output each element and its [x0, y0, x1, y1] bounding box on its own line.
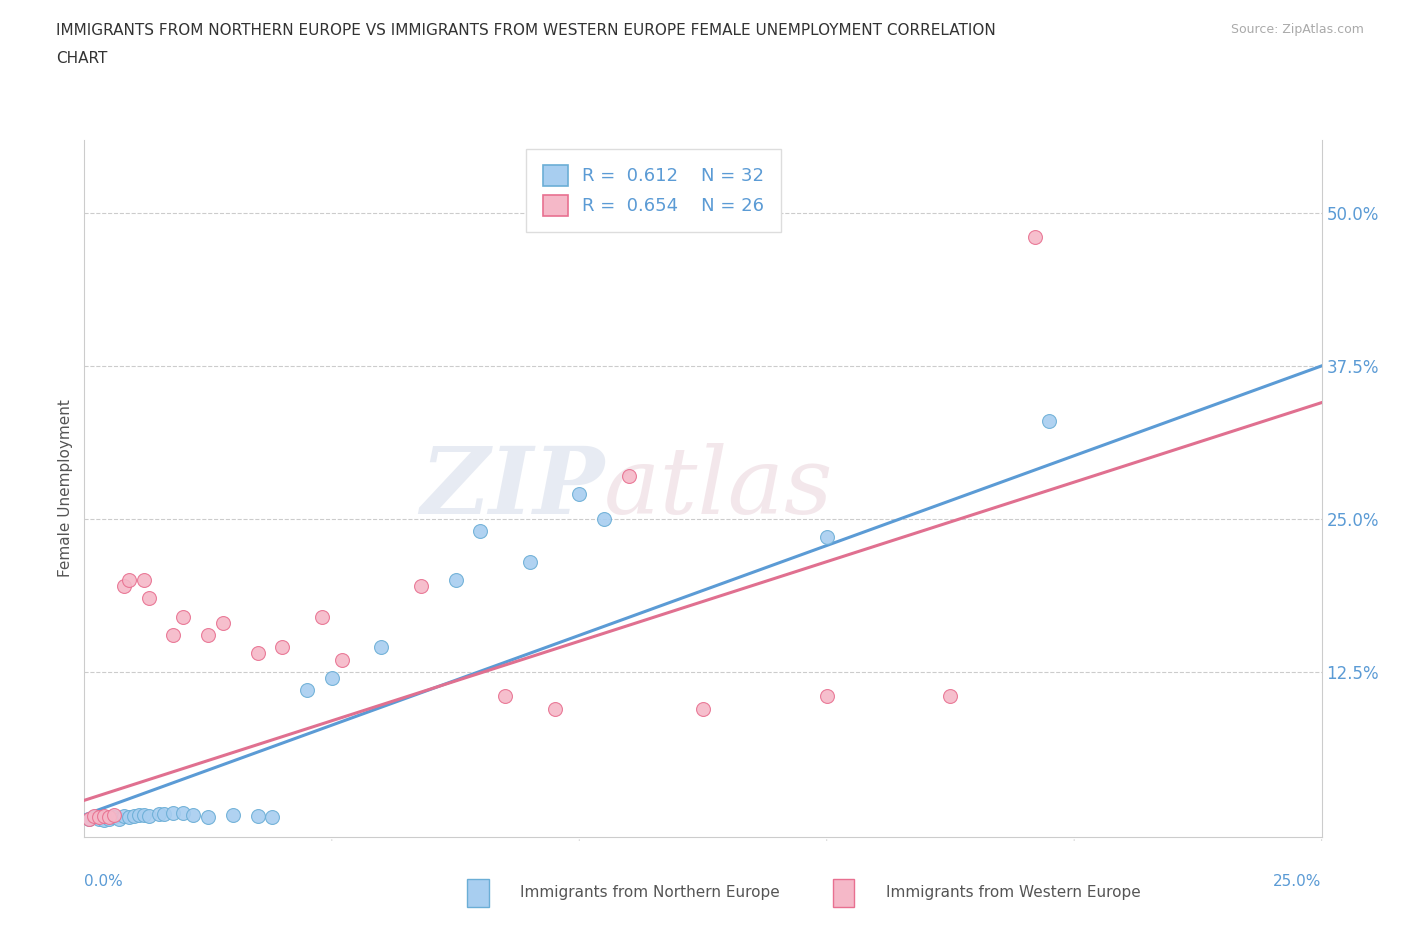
Point: [568, 487, 591, 502]
Point: [246, 646, 269, 661]
Point: [148, 806, 170, 821]
Point: [89, 810, 111, 825]
Point: [83, 809, 105, 824]
Point: [98, 811, 121, 826]
Point: [112, 578, 135, 593]
Point: [543, 701, 565, 716]
Point: [815, 530, 838, 545]
Text: Source: ZipAtlas.com: Source: ZipAtlas.com: [1230, 23, 1364, 36]
Text: ZIP: ZIP: [420, 444, 605, 533]
Point: [152, 806, 174, 821]
Point: [519, 554, 541, 569]
Y-axis label: Female Unemployment: Female Unemployment: [58, 399, 73, 578]
Point: [79, 811, 101, 826]
Point: [103, 810, 125, 825]
Point: [132, 807, 155, 822]
Point: [181, 807, 204, 822]
Point: [444, 573, 467, 588]
Point: [138, 809, 160, 824]
Point: [138, 591, 160, 605]
Point: [470, 524, 492, 538]
Point: [271, 640, 294, 655]
Point: [128, 807, 150, 822]
Text: atlas: atlas: [605, 444, 834, 533]
Point: [132, 573, 155, 588]
Point: [212, 616, 235, 631]
Point: [118, 573, 141, 588]
Point: [98, 810, 121, 825]
Point: [118, 810, 141, 825]
Point: [370, 640, 392, 655]
Point: [246, 809, 269, 824]
Point: [197, 628, 219, 643]
Point: [93, 813, 115, 828]
Text: CHART: CHART: [56, 51, 108, 66]
Point: [172, 609, 194, 624]
Point: [83, 810, 105, 825]
Point: [172, 805, 194, 820]
Point: [815, 689, 838, 704]
Text: Immigrants from Northern Europe: Immigrants from Northern Europe: [520, 885, 780, 900]
Text: 0.0%: 0.0%: [84, 874, 124, 889]
Point: [222, 807, 245, 822]
Point: [103, 807, 125, 822]
Point: [162, 805, 184, 820]
Point: [295, 683, 318, 698]
Point: [89, 811, 111, 826]
Point: [112, 809, 135, 824]
Point: [79, 811, 101, 826]
Point: [197, 810, 219, 825]
Point: [321, 671, 343, 685]
Point: [409, 578, 432, 593]
Point: [311, 609, 333, 624]
Point: [162, 628, 184, 643]
Legend: R =  0.612    N = 32, R =  0.654    N = 26: R = 0.612 N = 32, R = 0.654 N = 26: [526, 149, 780, 232]
Text: IMMIGRANTS FROM NORTHERN EUROPE VS IMMIGRANTS FROM WESTERN EUROPE FEMALE UNEMPLO: IMMIGRANTS FROM NORTHERN EUROPE VS IMMIG…: [56, 23, 995, 38]
Text: Immigrants from Western Europe: Immigrants from Western Europe: [886, 885, 1140, 900]
Point: [122, 809, 145, 824]
Point: [1024, 230, 1046, 245]
Point: [330, 652, 353, 667]
Point: [939, 689, 962, 704]
Point: [93, 809, 115, 824]
Text: 25.0%: 25.0%: [1274, 874, 1322, 889]
Point: [617, 469, 640, 484]
Point: [108, 811, 131, 826]
Point: [593, 512, 616, 526]
Point: [262, 810, 284, 825]
Point: [1038, 414, 1060, 429]
Point: [692, 701, 714, 716]
Point: [494, 689, 516, 704]
